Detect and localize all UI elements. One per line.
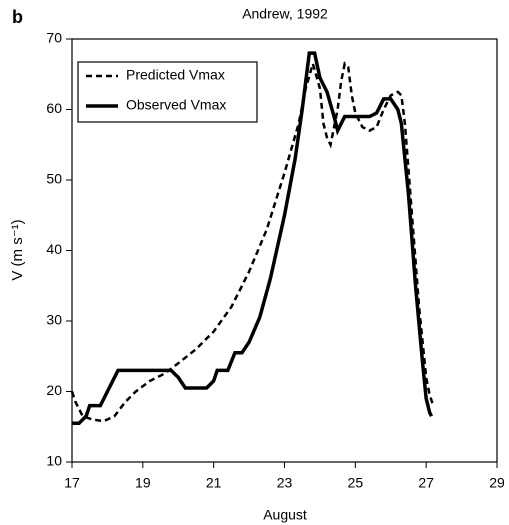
x-tick-label: 27	[418, 475, 434, 491]
y-axis-label: V (m s⁻¹)	[9, 219, 26, 280]
x-tick-label: 23	[277, 475, 293, 491]
y-tick-label: 10	[46, 453, 62, 469]
y-tick-label: 60	[46, 100, 62, 116]
x-tick-label: 29	[489, 475, 505, 491]
y-tick-label: 50	[46, 171, 62, 187]
x-tick-label: 17	[64, 475, 80, 491]
x-axis-label: August	[263, 507, 307, 523]
data-line	[70, 59, 435, 423]
chart-title: Andrew, 1992	[242, 6, 328, 22]
y-tick-label: 70	[46, 30, 62, 46]
legend-label: Observed Vmax	[126, 97, 226, 113]
y-tick-label: 40	[46, 241, 62, 257]
x-tick-label: 19	[135, 475, 151, 491]
y-tick-label: 30	[46, 312, 62, 328]
data-line	[72, 51, 434, 425]
legend-box	[77, 61, 258, 123]
legend-label: Predicted Vmax	[126, 67, 225, 83]
x-tick-label: 25	[348, 475, 364, 491]
y-tick-label: 20	[46, 382, 62, 398]
panel-label: b	[12, 7, 23, 27]
x-tick-label: 21	[206, 475, 222, 491]
